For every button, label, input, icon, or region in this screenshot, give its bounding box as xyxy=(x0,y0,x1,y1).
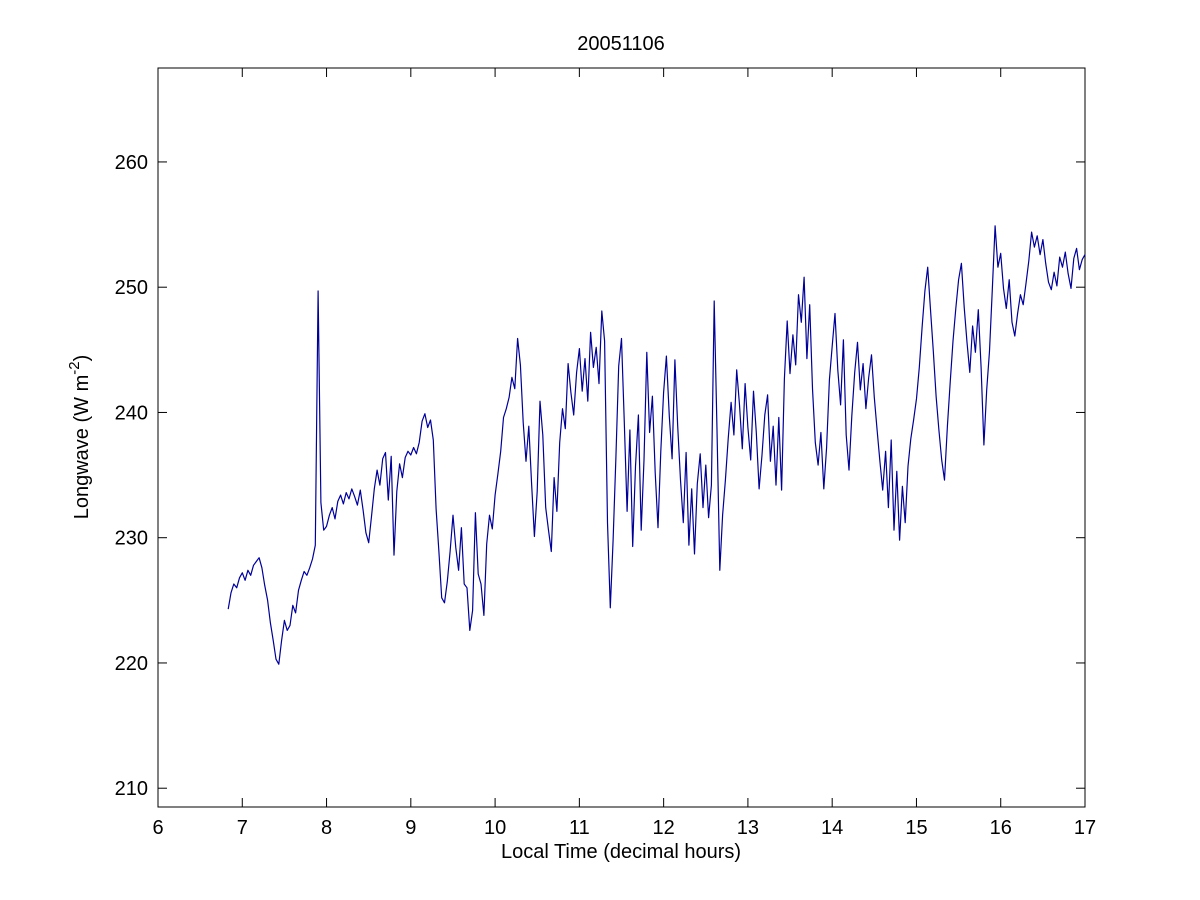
axis-frame xyxy=(157,67,1086,808)
y-tick-label: 230 xyxy=(115,528,148,550)
x-axis-label: Local Time (decimal hours) xyxy=(501,841,741,863)
x-tick-label: 17 xyxy=(1074,817,1096,839)
x-tick-label: 6 xyxy=(152,817,163,839)
x-tick-label: 15 xyxy=(905,817,927,839)
x-tick-label: 8 xyxy=(321,817,332,839)
x-tick-label: 7 xyxy=(237,817,248,839)
x-tick-label: 12 xyxy=(653,817,675,839)
chart-title: 20051106 xyxy=(577,33,665,55)
y-tick-label: 240 xyxy=(115,402,148,424)
x-tick-label: 14 xyxy=(821,817,843,839)
longwave-series-line xyxy=(227,225,1086,665)
y-axis-label-post: ) xyxy=(71,355,93,362)
y-tick-label: 250 xyxy=(115,277,148,299)
y-axis-label-pre: Longwave (W m xyxy=(71,375,93,520)
y-tick-label: 260 xyxy=(115,152,148,174)
x-tick-label: 16 xyxy=(990,817,1012,839)
x-tick-label: 13 xyxy=(737,817,759,839)
x-tick-label: 9 xyxy=(405,817,416,839)
x-tick-label: 11 xyxy=(569,817,590,839)
y-axis-label: Longwave (W m-2) xyxy=(66,355,93,520)
x-tick-label: 10 xyxy=(484,817,506,839)
y-tick-label: 220 xyxy=(115,653,148,675)
y-axis-label-sup: -2 xyxy=(66,361,83,374)
y-tick-label: 210 xyxy=(115,778,148,800)
